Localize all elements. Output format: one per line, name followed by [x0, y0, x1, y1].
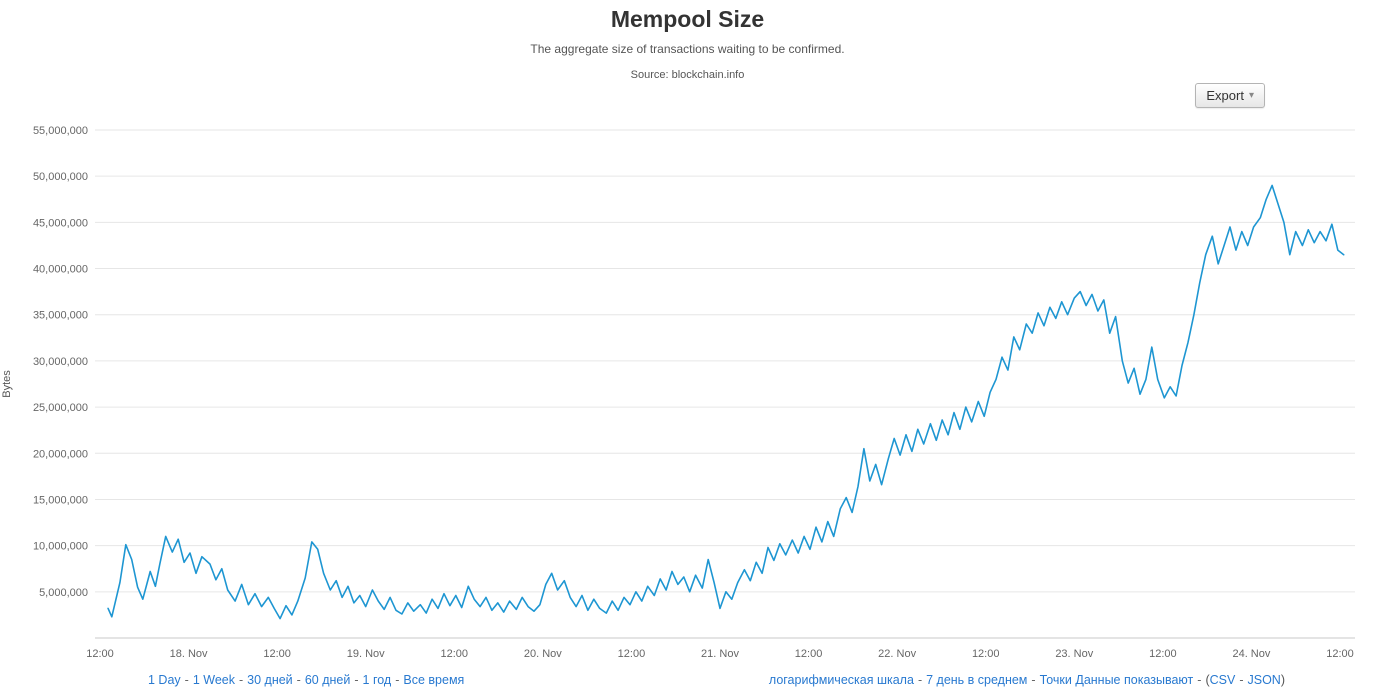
y-tick-label: 25,000,000 [33, 402, 88, 414]
y-tick-label: 40,000,000 [33, 264, 88, 276]
x-tick-label: 20. Nov [524, 648, 562, 660]
footer-link-1-day[interactable]: 1 Day [148, 673, 181, 687]
y-tick-label: 30,000,000 [33, 356, 88, 368]
x-tick-label: 12:00 [263, 648, 291, 660]
footer-link-1-год[interactable]: 1 год [362, 673, 392, 687]
footer-range-links: 1 Day -1 Week -30 дней -60 дней -1 год - Все в… [148, 673, 464, 687]
y-tick-label: 35,000,000 [33, 310, 88, 322]
footer-separator: - [354, 673, 359, 687]
footer-link-все-время[interactable]: Все время [403, 673, 465, 687]
mempool-chart-svg: 5,000,000 10,000,000 15,000,000 20,000,000 2… [1, 125, 1355, 660]
footer-separator: - [184, 673, 189, 687]
y-tick-label: 45,000,000 [33, 217, 88, 229]
x-tick-label: 12:00 [86, 648, 114, 660]
y-tick-label: 55,000,000 [33, 125, 88, 137]
x-tick-label: 21. Nov [701, 648, 739, 660]
footer-separator: - [238, 673, 244, 687]
footer-link-1-week[interactable]: 1 Week [192, 673, 235, 687]
x-tick-label: 12:00 [618, 648, 646, 660]
x-tick-label: 12:00 [795, 648, 823, 660]
x-tick-label: 23. Nov [1055, 648, 1093, 660]
y-tick-label: 20,000,000 [33, 448, 88, 460]
footer-separator: - [917, 673, 923, 687]
x-tick-label: 19. Nov [347, 648, 385, 660]
footer-separator: - [1239, 673, 1244, 687]
caret-down-icon: ▾ [1248, 89, 1254, 101]
x-tick-label: 12:00 [441, 648, 469, 660]
x-tick-label: 18. Nov [170, 648, 208, 660]
paren-open: ( [1205, 673, 1210, 687]
export-button[interactable]: Export ▾ [1195, 83, 1265, 108]
footer-separator: - [1031, 673, 1036, 687]
footer-link-option[interactable]: Точки Данные показывают [1039, 673, 1194, 687]
x-tick-label: 24. Nov [1232, 648, 1270, 660]
footer-link-option[interactable]: логарифмическая шкала [768, 673, 914, 687]
footer-separator: - [296, 673, 301, 687]
footer-link-30-дней[interactable]: 30 дней [247, 673, 293, 687]
footer-separator: - [395, 673, 400, 687]
export-button-label: Export [1206, 88, 1244, 103]
x-tick-label: 12:00 [1326, 648, 1354, 660]
footer-link-60-дней[interactable]: 60 дней [304, 673, 351, 687]
y-tick-label: 15,000,000 [33, 494, 88, 506]
y-tick-label: 5,000,000 [39, 587, 88, 599]
footer-link-csv[interactable]: CSV [1209, 673, 1236, 687]
x-tick-label: 12:00 [1149, 648, 1177, 660]
footer-separator: - [1197, 673, 1202, 687]
mempool-series-line[interactable] [107, 184, 1345, 620]
footer-option-links: логарифмическая шкала -7 день в среднем - Т… [769, 673, 1285, 687]
y-tick-label: 50,000,000 [33, 171, 88, 183]
footer-link-option[interactable]: 7 день в среднем [926, 673, 1028, 687]
x-tick-label: 12:00 [972, 648, 1000, 660]
footer-link-json[interactable]: JSON [1247, 673, 1281, 687]
footer: 1 Day -1 Week -30 дней -60 дней -1 год - Все в… [0, 673, 1375, 687]
x-tick-label: 22. Nov [878, 648, 916, 660]
y-tick-label: 10,000,000 [33, 541, 88, 553]
y-axis-title: Bytes [1, 370, 13, 398]
paren-close: ) [1280, 673, 1285, 687]
